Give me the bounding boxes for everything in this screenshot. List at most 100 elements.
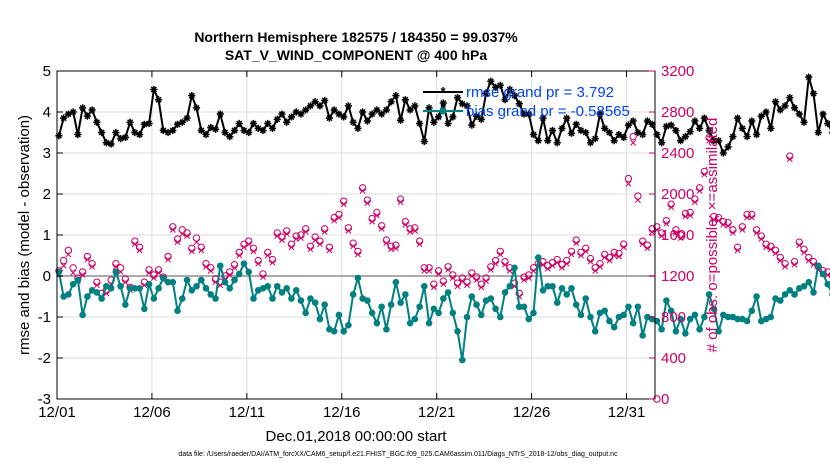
bias-point — [639, 332, 646, 339]
bias-point — [544, 282, 552, 290]
bias-point — [430, 305, 438, 313]
y2-tick-label: 2400 — [661, 145, 694, 162]
rmse-point — [406, 106, 414, 114]
bias-point — [705, 291, 713, 298]
bias-point — [748, 307, 756, 315]
assimilated-obs-point — [559, 264, 565, 271]
assimilated-obs-point — [639, 241, 646, 248]
rmse-point — [648, 120, 656, 128]
assimilated-obs-point — [369, 218, 376, 225]
y-tick-label: 0 — [43, 268, 51, 285]
assimilated-obs-point — [606, 257, 613, 264]
assimilated-obs-point — [226, 272, 233, 278]
rmse-point — [335, 110, 343, 118]
bias-point — [459, 356, 466, 364]
rmse-point — [401, 96, 409, 104]
rmse-point — [93, 118, 101, 126]
bias-point — [601, 307, 608, 315]
left-axis-series — [55, 73, 830, 364]
bias-point — [606, 317, 613, 325]
rmse-point — [430, 118, 438, 126]
assimilated-obs-point — [748, 214, 755, 221]
y2-tick-label: 2800 — [661, 104, 694, 121]
rmse-point — [135, 130, 144, 139]
assimilated-obs-point — [601, 254, 608, 261]
assimilated-obs-point — [316, 241, 323, 248]
rmse-point — [814, 128, 822, 137]
bias-point — [444, 289, 452, 296]
assimilated-obs-point — [782, 263, 788, 270]
bias-point — [686, 315, 694, 323]
rmse-point — [273, 115, 281, 123]
bias-point — [501, 289, 509, 296]
assimilated-obs-point — [478, 284, 485, 291]
assimilated-obs-point — [587, 258, 594, 265]
assimilated-obs-point — [649, 228, 656, 235]
rmse-point — [809, 89, 818, 98]
rmse-point — [539, 114, 547, 122]
assimilated-obs-point — [60, 262, 67, 269]
rmse-point — [164, 128, 172, 137]
bias-point — [663, 297, 670, 304]
rmse-point — [748, 117, 756, 125]
bias-point — [734, 315, 741, 323]
assimilated-obs-point — [150, 275, 157, 282]
assimilated-obs-point — [677, 235, 684, 242]
assimilated-obs-point — [744, 214, 751, 221]
assimilated-obs-point — [449, 275, 456, 282]
rmse-point — [596, 110, 604, 118]
rmse-point — [752, 130, 761, 139]
assimilated-obs-point — [663, 220, 670, 227]
assimilated-obs-point — [634, 197, 641, 204]
assimilated-obs-point — [274, 233, 281, 239]
assimilated-obs-point — [188, 248, 195, 255]
assimilated-obs-point — [767, 246, 774, 253]
rmse-point — [259, 126, 267, 135]
rmse-point — [534, 137, 542, 145]
rmse-point — [553, 139, 561, 147]
rmse-point — [226, 133, 234, 141]
assimilated-obs-point — [297, 235, 304, 242]
assimilated-obs-point — [426, 267, 433, 274]
bias-point — [368, 309, 376, 317]
assimilated-obs-point — [525, 275, 532, 282]
bias-point — [824, 280, 830, 288]
rmse-point — [306, 102, 315, 110]
assimilated-obs-point — [596, 263, 603, 270]
y-tick-label: 5 — [43, 63, 51, 80]
rmse-point — [55, 132, 63, 140]
assimilated-obs-point — [786, 156, 793, 163]
assimilated-obs-point — [283, 231, 290, 237]
assimilated-obs-point — [483, 278, 489, 285]
bias-point — [411, 315, 419, 323]
bias-point — [658, 326, 665, 333]
rmse-point — [368, 110, 376, 118]
assimilated-obs-point — [459, 278, 466, 285]
y-axis-left: -3 -2 -1 0 1 2 3 4 5 — [38, 63, 63, 408]
bias-point — [392, 278, 400, 286]
rmse-point — [140, 120, 148, 128]
assimilated-obs-point — [84, 256, 91, 263]
bias-point — [188, 287, 196, 294]
y-tick-label: -3 — [38, 391, 51, 408]
bias-point — [492, 305, 499, 313]
bias-point — [278, 289, 286, 296]
rmse-point — [283, 118, 291, 126]
assimilated-obs-point — [672, 229, 679, 236]
rmse-point — [330, 106, 338, 114]
bias-point — [226, 285, 234, 292]
bias-point — [340, 328, 347, 335]
bias-point — [145, 280, 153, 288]
rmse-point — [211, 125, 220, 133]
rmse-point — [425, 104, 433, 112]
rmse-point — [183, 114, 191, 122]
bias-point — [515, 303, 523, 311]
rmse-point — [69, 108, 77, 116]
bias-point — [468, 293, 476, 300]
rmse-point — [173, 120, 182, 128]
assimilated-obs-point — [411, 227, 418, 234]
bias-point — [164, 278, 172, 286]
assimilated-obs-point — [615, 253, 622, 260]
bias-point — [800, 282, 808, 290]
y-tick-label: -2 — [38, 350, 51, 367]
